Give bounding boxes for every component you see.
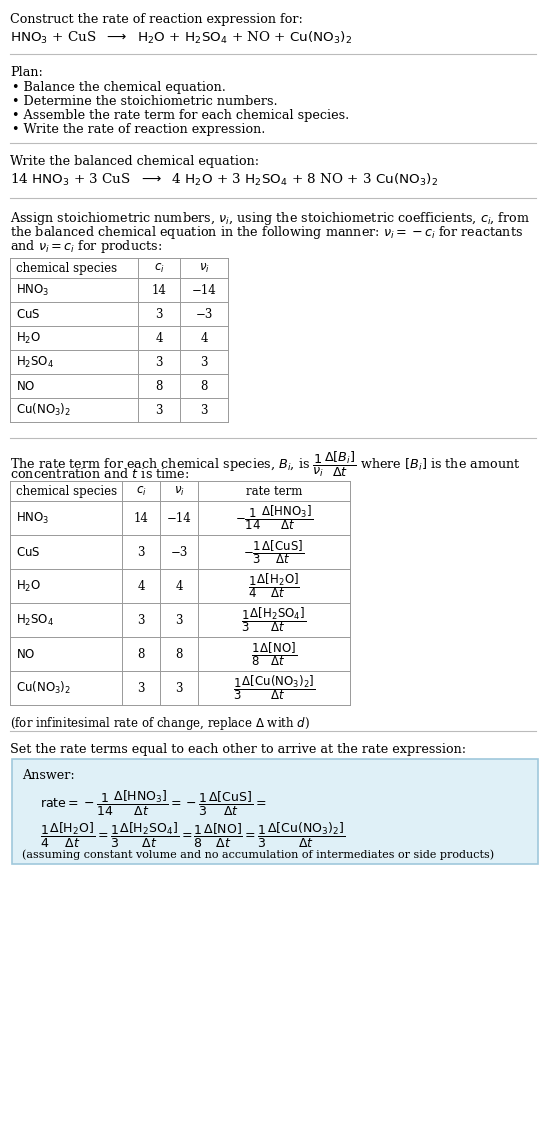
Text: Set the rate terms equal to each other to arrive at the rate expression:: Set the rate terms equal to each other t… bbox=[10, 743, 466, 756]
Text: (for infinitesimal rate of change, replace $\Delta$ with $d$): (for infinitesimal rate of change, repla… bbox=[10, 715, 310, 732]
Text: 3: 3 bbox=[155, 404, 163, 417]
Text: $-\dfrac{1}{3}\dfrac{\Delta[\mathrm{CuS}]}{\Delta t}$: $-\dfrac{1}{3}\dfrac{\Delta[\mathrm{CuS}… bbox=[244, 538, 305, 566]
Text: $c_i$: $c_i$ bbox=[135, 485, 146, 497]
Text: $\mathrm{CuS}$: $\mathrm{CuS}$ bbox=[16, 307, 40, 321]
Text: 14 $\mathrm{HNO_3}$ + 3 CuS  $\longrightarrow$  4 $\mathrm{H_2O}$ + 3 $\mathrm{H: 14 $\mathrm{HNO_3}$ + 3 CuS $\longrighta… bbox=[10, 172, 438, 188]
Text: $-\dfrac{1}{14}\dfrac{\Delta[\mathrm{HNO_3}]}{\Delta t}$: $-\dfrac{1}{14}\dfrac{\Delta[\mathrm{HNO… bbox=[235, 504, 313, 533]
Text: Write the balanced chemical equation:: Write the balanced chemical equation: bbox=[10, 155, 259, 168]
Text: Plan:: Plan: bbox=[10, 66, 43, 79]
Text: • Determine the stoichiometric numbers.: • Determine the stoichiometric numbers. bbox=[12, 94, 277, 108]
Text: 3: 3 bbox=[200, 355, 207, 369]
Text: $\dfrac{1}{4}\dfrac{\Delta[\mathrm{H_2O}]}{\Delta t}$: $\dfrac{1}{4}\dfrac{\Delta[\mathrm{H_2O}… bbox=[248, 571, 300, 601]
Text: $\mathrm{H_2SO_4}$: $\mathrm{H_2SO_4}$ bbox=[16, 612, 54, 627]
Text: $\nu_i$: $\nu_i$ bbox=[199, 262, 210, 274]
Text: 14: 14 bbox=[152, 283, 167, 297]
Text: 4: 4 bbox=[200, 331, 207, 345]
Text: chemical species: chemical species bbox=[16, 262, 117, 274]
Text: Construct the rate of reaction expression for:: Construct the rate of reaction expressio… bbox=[10, 13, 303, 26]
Text: The rate term for each chemical species, $B_i$, is $\dfrac{1}{\nu_i}\dfrac{\Delt: The rate term for each chemical species,… bbox=[10, 450, 520, 479]
Text: −3: −3 bbox=[195, 307, 213, 321]
Text: $\dfrac{1}{4}\dfrac{\Delta[\mathrm{H_2O}]}{\Delta t} = \dfrac{1}{3}\dfrac{\Delta: $\dfrac{1}{4}\dfrac{\Delta[\mathrm{H_2O}… bbox=[40, 820, 346, 850]
Text: 14: 14 bbox=[134, 511, 149, 525]
Text: $\mathrm{Cu(NO_3)_2}$: $\mathrm{Cu(NO_3)_2}$ bbox=[16, 679, 71, 696]
Text: $\dfrac{1}{3}\dfrac{\Delta[\mathrm{H_2SO_4}]}{\Delta t}$: $\dfrac{1}{3}\dfrac{\Delta[\mathrm{H_2SO… bbox=[241, 605, 306, 634]
Text: 3: 3 bbox=[137, 545, 145, 559]
FancyBboxPatch shape bbox=[12, 759, 538, 864]
Text: $\mathrm{NO}$: $\mathrm{NO}$ bbox=[16, 379, 35, 393]
Text: $\mathrm{H_2SO_4}$: $\mathrm{H_2SO_4}$ bbox=[16, 354, 54, 370]
Text: $\mathrm{NO}$: $\mathrm{NO}$ bbox=[16, 648, 35, 660]
Text: $\mathrm{HNO_3}$: $\mathrm{HNO_3}$ bbox=[16, 511, 50, 526]
Text: 3: 3 bbox=[200, 404, 207, 417]
Text: 8: 8 bbox=[175, 648, 183, 660]
Text: −14: −14 bbox=[192, 283, 216, 297]
Text: 8: 8 bbox=[137, 648, 145, 660]
Text: $\mathrm{Cu(NO_3)_2}$: $\mathrm{Cu(NO_3)_2}$ bbox=[16, 402, 71, 418]
Text: $c_i$: $c_i$ bbox=[153, 262, 164, 274]
Text: (assuming constant volume and no accumulation of intermediates or side products): (assuming constant volume and no accumul… bbox=[22, 849, 494, 859]
Text: $\mathrm{HNO_3}$ + CuS  $\longrightarrow$  $\mathrm{H_2O}$ + $\mathrm{H_2SO_4}$ : $\mathrm{HNO_3}$ + CuS $\longrightarrow$… bbox=[10, 30, 352, 47]
Text: 8: 8 bbox=[155, 379, 163, 393]
Text: 3: 3 bbox=[137, 682, 145, 694]
Text: 3: 3 bbox=[155, 355, 163, 369]
Text: the balanced chemical equation in the following manner: $\nu_i = -c_i$ for react: the balanced chemical equation in the fo… bbox=[10, 224, 523, 241]
Text: Answer:: Answer: bbox=[22, 769, 75, 782]
Text: $\mathrm{H_2O}$: $\mathrm{H_2O}$ bbox=[16, 578, 41, 594]
Text: rate term: rate term bbox=[246, 485, 302, 497]
Text: 4: 4 bbox=[137, 579, 145, 593]
Text: 3: 3 bbox=[175, 613, 183, 627]
Text: 4: 4 bbox=[155, 331, 163, 345]
Text: chemical species: chemical species bbox=[16, 485, 117, 497]
Text: 8: 8 bbox=[200, 379, 207, 393]
Text: • Balance the chemical equation.: • Balance the chemical equation. bbox=[12, 81, 226, 94]
Text: $\nu_i$: $\nu_i$ bbox=[174, 485, 185, 497]
Text: 3: 3 bbox=[175, 682, 183, 694]
Text: $\mathrm{H_2O}$: $\mathrm{H_2O}$ bbox=[16, 330, 41, 346]
Text: and $\nu_i = c_i$ for products:: and $\nu_i = c_i$ for products: bbox=[10, 238, 162, 255]
Text: $\mathrm{HNO_3}$: $\mathrm{HNO_3}$ bbox=[16, 282, 50, 297]
Text: • Assemble the rate term for each chemical species.: • Assemble the rate term for each chemic… bbox=[12, 109, 349, 122]
Text: concentration and $t$ is time:: concentration and $t$ is time: bbox=[10, 467, 189, 481]
Text: $\mathrm{CuS}$: $\mathrm{CuS}$ bbox=[16, 545, 40, 559]
Text: $\dfrac{1}{3}\dfrac{\Delta[\mathrm{Cu(NO_3)_2}]}{\Delta t}$: $\dfrac{1}{3}\dfrac{\Delta[\mathrm{Cu(NO… bbox=[233, 674, 315, 702]
Text: −3: −3 bbox=[170, 545, 188, 559]
Text: $\dfrac{1}{8}\dfrac{\Delta[\mathrm{NO}]}{\Delta t}$: $\dfrac{1}{8}\dfrac{\Delta[\mathrm{NO}]}… bbox=[251, 641, 297, 668]
Text: 3: 3 bbox=[155, 307, 163, 321]
Text: • Write the rate of reaction expression.: • Write the rate of reaction expression. bbox=[12, 123, 265, 137]
Text: 3: 3 bbox=[137, 613, 145, 627]
Text: $\mathrm{rate} = -\dfrac{1}{14}\dfrac{\Delta[\mathrm{HNO_3}]}{\Delta t} = -\dfra: $\mathrm{rate} = -\dfrac{1}{14}\dfrac{\D… bbox=[40, 789, 266, 818]
Text: Assign stoichiometric numbers, $\nu_i$, using the stoichiometric coefficients, $: Assign stoichiometric numbers, $\nu_i$, … bbox=[10, 211, 530, 226]
Text: −14: −14 bbox=[167, 511, 192, 525]
Text: 4: 4 bbox=[175, 579, 183, 593]
